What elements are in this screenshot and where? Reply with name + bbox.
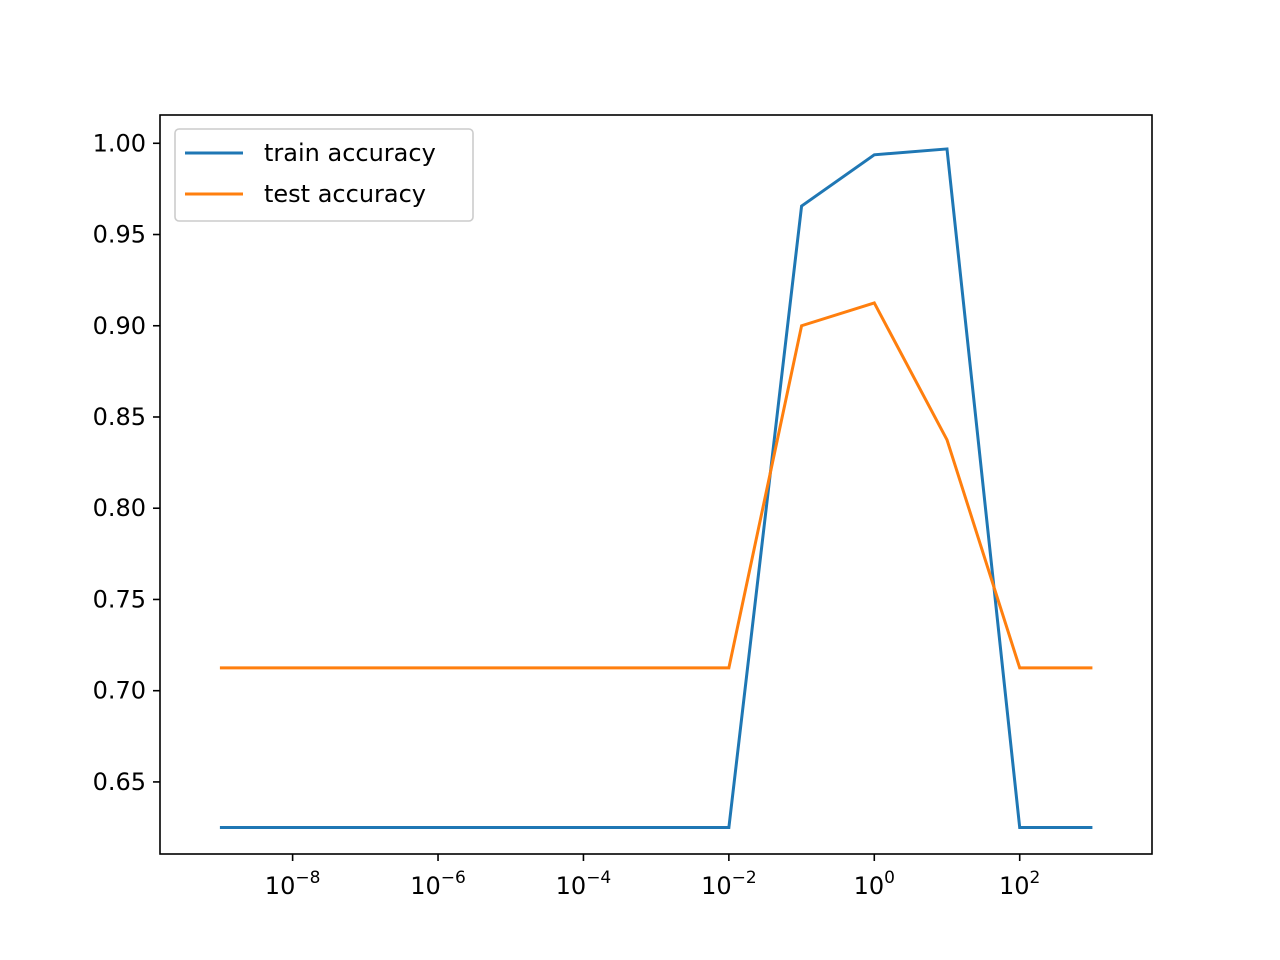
x-tick-base: 10 [701,872,732,900]
series-line-train [219,147,1093,830]
x-tick-label: 10−6 [410,868,466,900]
y-tick-label: 0.95 [93,221,146,249]
x-tick-label: 10−4 [556,868,612,900]
y-tick-label: 0.65 [93,768,146,796]
x-tick-exponent: 2 [1030,868,1041,888]
x-tick-exponent: −6 [441,868,466,888]
x-tick-base: 10 [410,872,441,900]
x-tick-exponent: −8 [295,868,320,888]
x-tick-exponent: −4 [586,868,611,888]
x-tick-exponent: 0 [884,868,895,888]
x-tick-base: 10 [854,872,885,900]
y-tick-label: 0.75 [93,585,146,613]
series-line-test [219,301,1093,670]
x-tick-label: 10−2 [701,868,757,900]
x-axis-ticks: 10−8 10−6 10−4 10−2 100 102 [265,854,1040,900]
legend-label: train accuracy [264,139,436,167]
y-tick-label: 0.90 [93,312,146,340]
legend: train accuracy test accuracy [174,128,474,222]
x-tick-base: 10 [265,872,296,900]
x-tick-base: 10 [999,872,1030,900]
x-tick-exponent: −2 [732,868,757,888]
y-axis-ticks: 0.65 0.70 0.75 0.80 0.85 0.90 0.95 1.00 [93,129,160,796]
y-tick-label: 0.80 [93,494,146,522]
x-tick-label: 100 [854,868,895,900]
y-tick-label: 0.85 [93,403,146,431]
x-tick-label: 102 [999,868,1040,900]
axes-frame [159,114,1153,855]
legend-box [174,128,474,222]
x-tick-base: 10 [556,872,587,900]
x-tick-label: 10−8 [265,868,321,900]
legend-label: test accuracy [264,180,426,208]
series-lines [219,147,1093,830]
y-tick-label: 0.70 [93,677,146,705]
y-tick-label: 1.00 [93,129,146,157]
